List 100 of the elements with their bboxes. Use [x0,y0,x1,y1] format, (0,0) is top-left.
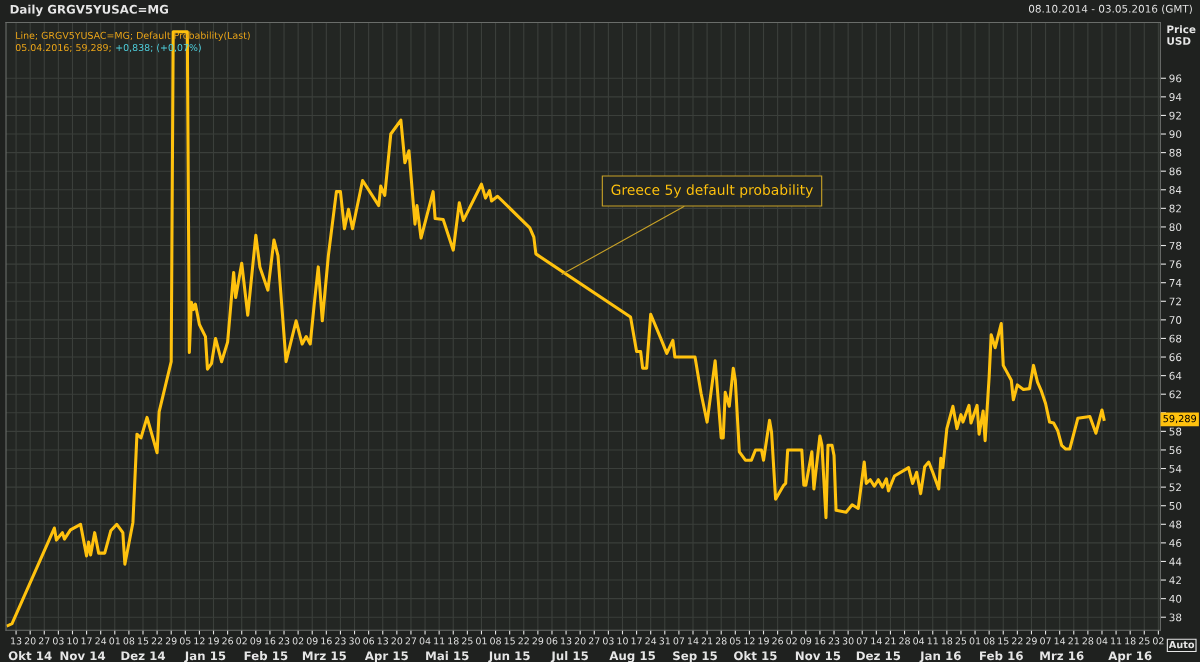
x-tick-label: 21 [885,637,896,645]
x-tick-label: 01 [109,637,120,645]
x-tick-label: 11 [434,637,445,645]
x-tick-label: 05 [179,637,191,645]
x-tick-label: 22 [1012,637,1023,645]
text: Auto [1168,640,1195,649]
x-tick-label: 19 [758,637,769,645]
x-tick-label: 24 [645,637,657,645]
x2-tick-label: Apr 15 [364,651,408,662]
x-tick-label: 09 [306,637,318,645]
y-tick-label: 78 [1169,241,1182,250]
x-tick-label: 14 [1054,637,1066,645]
x-tick-label: 29 [1026,637,1037,645]
x2-tick-label: Nov 15 [795,651,841,661]
y-tick-label: 76 [1169,260,1182,269]
y-tick-label: 64 [1169,371,1182,380]
y-tick-label: 84 [1169,186,1182,194]
x-tick-label: 04 [1096,637,1108,645]
x2-tick-label: Feb 16 [980,651,1023,661]
chart-title: Daily GRGV5YUSAC=MG [10,4,168,17]
x-tick-label: 27 [588,637,600,645]
x2-tick-label: Jan 16 [919,651,961,662]
x2-tick-label: Okt 15 [734,651,777,661]
y-tick-label: 88 [1169,148,1182,157]
y-tick-label: 62 [1169,390,1181,399]
text: 59,289 [1163,414,1197,424]
x-tick-label: 28 [899,637,910,645]
y-tick-label: 42 [1169,576,1181,584]
x-tick-label: 25 [955,637,967,645]
x-tick-label: 25 [1138,637,1150,645]
y-tick-label: 68 [1169,334,1182,343]
x-tick-label: 13 [561,637,572,645]
x2-tick-label: Jun 15 [488,651,530,662]
line-series [6,30,1106,628]
x-tick-label: 06 [363,637,375,645]
x-tick-label: 26 [222,637,234,645]
x-tick-label: 03 [52,637,64,645]
y-tick-label: 90 [1169,130,1182,139]
x-tick-label: 15 [998,637,1009,645]
y-tick-label: 40 [1169,594,1182,603]
y-tick-label: 74 [1169,279,1182,287]
x-tick-label: 18 [941,637,953,645]
x-tick-label: 13 [11,637,22,645]
x-tick-label: 14 [688,637,699,645]
y-tick-label: 50 [1169,501,1182,510]
x-tick-label: 30 [842,637,854,645]
x-tick-label: 09 [250,637,262,645]
x-tick-label: 28 [715,637,727,645]
x-tick-label: 29 [532,637,544,645]
x-tick-label: 04 [913,637,925,645]
x-tick-label: 21 [701,637,713,645]
x-tick-label: 06 [546,637,558,645]
x-tick-label: 12 [194,637,205,645]
y-tick-label: 56 [1169,446,1182,455]
x-tick-label: 13 [377,637,388,645]
x-tick-label: 19 [208,637,219,645]
y-tick-label: 44 [1169,557,1182,566]
x-tick-label: 29 [165,637,177,645]
y-tick-label: 82 [1169,204,1181,213]
x-tick-label: 02 [1153,637,1164,645]
x2-tick-label: Sep 15 [673,651,717,662]
text: 08.10.2014 - 03.05.2016 (GMT) [1028,4,1192,14]
y-tick-label: 58 [1169,427,1182,436]
annotation: 05.04.2016; 59,289; [15,43,111,53]
x-tick-label: 14 [871,637,882,645]
x-tick-label: 22 [151,637,163,645]
x-tick-label: 10 [617,637,628,645]
y-tick-label: 54 [1169,464,1182,473]
x2-tick-label: Jan 15 [184,651,226,662]
x-tick-label: 20 [391,637,403,645]
x2-tick-label: Apr 16 [1108,651,1152,662]
x-tick-label: 08 [123,637,135,645]
y-tick-label: 80 [1169,223,1182,232]
x-tick-label: 07 [856,637,868,645]
x2-tick-label: Aug 15 [609,651,655,662]
y-tick-label: 96 [1169,74,1182,83]
y-tick-label: 52 [1169,483,1181,492]
y-tick-label: 72 [1169,297,1181,306]
y-tick-label: 86 [1169,167,1182,176]
y-tick-label: 94 [1169,93,1182,101]
x-tick-label: 05 [729,637,741,645]
x-tick-label: 02 [786,637,797,645]
x-tick-label: 27 [405,637,417,645]
x-tick-label: 17 [631,637,642,645]
x-tick-label: 20 [24,637,36,645]
x-tick-label: 16 [321,637,332,645]
y-tick-label: 48 [1169,520,1182,529]
x-tick-label: 23 [335,637,346,645]
x2-tick-label: Mrz 15 [302,651,346,661]
annotation: Greece 5y default probability [611,184,813,198]
x-tick-label: 18 [448,637,459,645]
y-tick-label: 92 [1169,111,1181,120]
x-tick-label: 24 [95,637,107,645]
x2-tick-label: Dez 14 [121,651,166,661]
x2-tick-label: Mrz 16 [1040,651,1084,661]
y-tick-label: 46 [1169,539,1182,547]
x-tick-label: 10 [67,637,78,645]
x-tick-label: 08 [490,637,501,645]
x2-tick-label: Mai 15 [426,651,469,661]
x-tick-label: 16 [814,637,826,645]
